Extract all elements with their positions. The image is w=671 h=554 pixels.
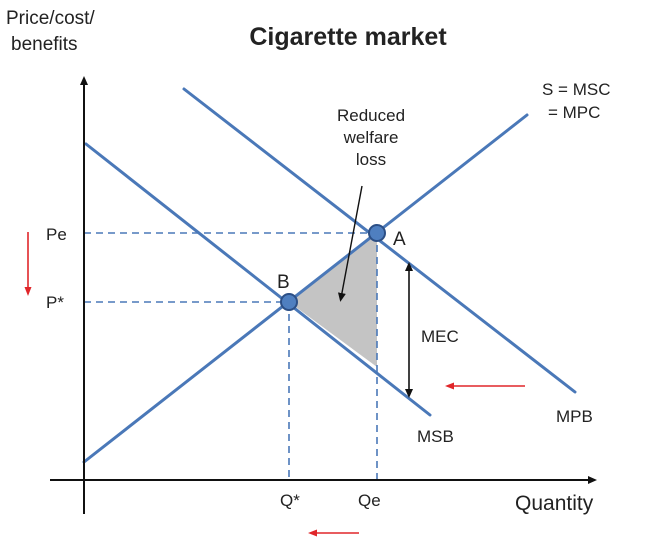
supply-label-line1: S = MSC bbox=[542, 80, 611, 99]
price-pstar-label: P* bbox=[46, 293, 64, 312]
x-axis-label: Quantity bbox=[515, 492, 594, 515]
supply-curve bbox=[82, 113, 529, 464]
y-axis-label-line1: Price/cost/ bbox=[6, 8, 95, 29]
welfare-loss-area bbox=[289, 233, 377, 367]
welfare-loss-pointer bbox=[337, 185, 363, 302]
point-b-marker bbox=[280, 293, 298, 311]
point-a-marker bbox=[368, 224, 386, 242]
msb-curve bbox=[84, 142, 432, 417]
msb-label: MSB bbox=[417, 427, 454, 446]
quantity-qstar-label: Q* bbox=[280, 491, 300, 510]
supply-label-line2: = MPC bbox=[548, 103, 600, 122]
chart-title: Cigarette market bbox=[249, 23, 447, 51]
price-pe-label: Pe bbox=[46, 225, 67, 244]
mpb-label: MPB bbox=[556, 407, 593, 426]
quantity-qe-label: Qe bbox=[358, 491, 381, 510]
point-a-label: A bbox=[393, 229, 406, 250]
welfare-loss-label-line2: welfare bbox=[343, 128, 399, 147]
welfare-loss-label-line1: Reduced bbox=[337, 106, 405, 125]
y-axis-label-line2: benefits bbox=[11, 34, 78, 55]
mec-label: MEC bbox=[421, 327, 459, 346]
point-b-label: B bbox=[277, 272, 290, 293]
welfare-loss-label-line3: loss bbox=[356, 150, 386, 169]
guide-lines bbox=[84, 232, 378, 480]
